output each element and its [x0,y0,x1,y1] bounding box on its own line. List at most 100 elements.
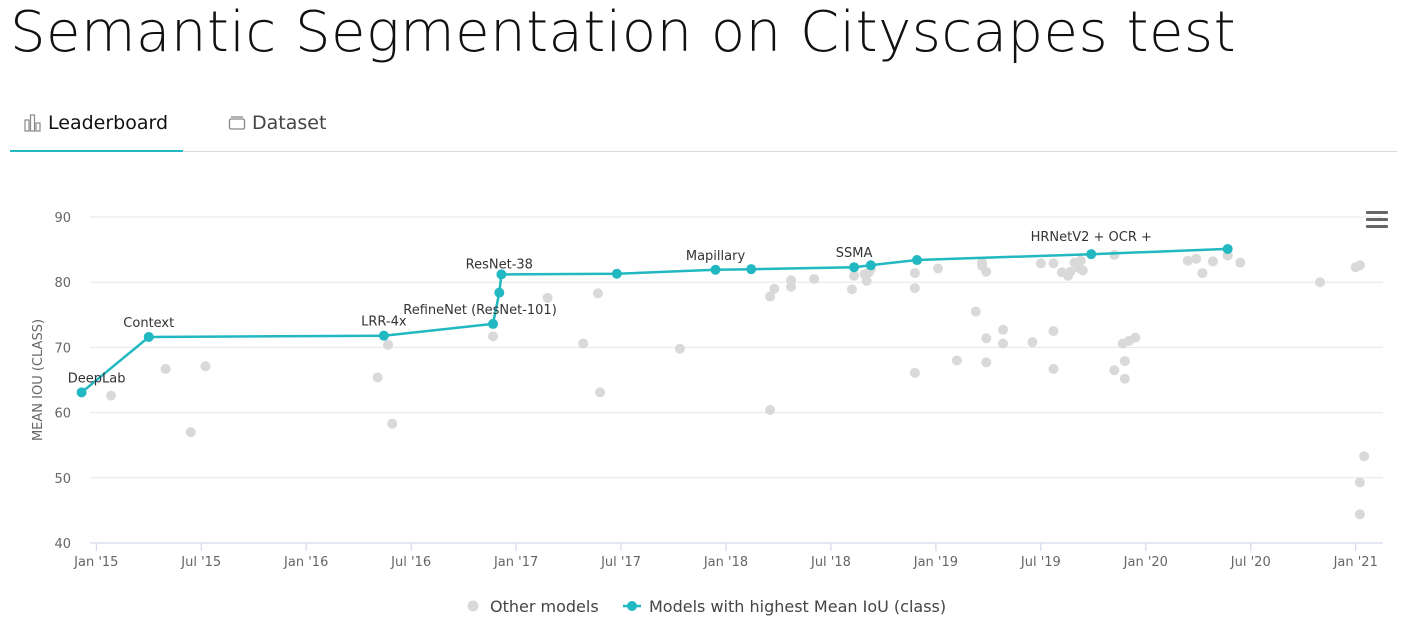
sota-model-point [849,262,860,273]
sota-model-point [912,255,923,266]
other-model-point [1119,356,1130,367]
legend-sota-label: Models with highest Mean IoU (class) [649,597,946,616]
other-model-point [1048,326,1059,337]
other-model-point [1027,337,1038,348]
other-model-point [849,270,860,281]
bar-chart-icon [24,114,41,132]
x-tick-label: Jul '16 [390,555,431,570]
other-model-point [1359,451,1370,462]
x-tick-label: Jul '19 [1020,555,1061,570]
x-tick-label: Jan '15 [73,555,118,570]
other-model-point [1130,332,1141,343]
other-model-point [1035,258,1046,269]
sota-point-label: HRNetV2 + OCR + [1031,230,1152,245]
legend-other-label: Other models [490,597,599,616]
sota-model-point [378,330,389,341]
other-model-point [1119,373,1130,384]
other-model-point [160,363,171,374]
other-model-point [769,283,780,294]
other-model-point [592,288,603,299]
other-model-point [1077,265,1088,276]
menu-bar-icon [1366,211,1388,214]
tab-bar: Leaderboard Dataset [10,95,1397,152]
x-tick-label: Jul '20 [1230,555,1271,570]
other-model-point [1109,365,1120,376]
sota-model-point [494,287,505,298]
legend-other-dot-icon [467,600,479,612]
sota-model-point [143,331,154,342]
other-model-point [909,283,920,294]
other-model-point [909,268,920,279]
sota-model-point [865,260,876,271]
y-tick-label: 50 [54,472,71,487]
x-tick-label: Jan '18 [703,555,748,570]
other-model-point [1354,477,1365,488]
y-tick-label: 60 [54,407,71,422]
x-tick-label: Jan '16 [283,555,328,570]
other-model-point [765,291,776,302]
tab-dataset-label: Dataset [252,112,327,134]
y-tick-label: 90 [54,211,71,226]
other-model-point [387,418,398,429]
sota-model-point [1222,243,1233,254]
x-tick-label: Jan '17 [493,555,538,570]
other-model-point [998,324,1009,335]
other-model-point [542,292,553,303]
tab-leaderboard[interactable]: Leaderboard [10,95,183,152]
other-model-point [970,306,981,317]
x-tick-label: Jul '18 [810,555,851,570]
other-model-point [861,275,872,286]
other-model-point [488,331,499,342]
other-model-point [998,338,1009,349]
sota-point-label: SSMA [836,246,873,261]
other-model-point [1197,268,1208,279]
sota-model-point [76,387,87,398]
x-tick-label: Jul '17 [600,555,641,570]
sota-model-point [496,269,507,280]
y-axis-label: MEAN IOU (CLASS) [31,319,46,441]
other-model-point [809,273,820,284]
sota-model-point [710,264,721,275]
other-model-point [595,387,606,398]
page-title: Semantic Segmentation on Cityscapes test [10,0,1237,65]
tab-dataset[interactable]: Dataset [228,95,326,151]
other-model-point [1315,277,1326,288]
sota-model-point [746,264,757,275]
sota-point-label: ResNet-38 [466,258,533,273]
sota-model-point [611,268,622,279]
y-tick-label: 40 [54,537,71,552]
leaderboard-chart: 40 50 60 70 80 90 Jan '15 Jul '15 Jan '16 Jul '16… [0,160,1413,630]
menu-bar-icon [1366,225,1388,228]
legend-sota-dot-icon [627,601,637,611]
dataset-icon [228,116,246,130]
other-model-point [1354,260,1365,271]
chart-menu-button[interactable] [1366,211,1388,231]
other-model-point [909,367,920,378]
sota-point-label: Context [123,316,174,331]
other-model-point [1235,257,1246,268]
other-model-point [1065,266,1076,277]
other-model-point [105,390,116,401]
x-tick-label: Jan '20 [1123,555,1168,570]
other-model-point [1048,258,1059,269]
chart-svg: 40 50 60 70 80 90 Jan '15 Jul '15 Jan '16 Jul '16… [31,211,1383,616]
other-model-point [1048,363,1059,374]
other-model-point [372,372,383,383]
sota-series-line [80,247,1228,394]
sota-model-point [488,318,499,329]
other-model-point [1191,253,1202,264]
other-model-point [765,404,776,415]
y-tick-label: 70 [54,341,71,356]
other-model-point [981,266,992,277]
y-tick-label: 80 [54,276,71,291]
other-model-point [383,339,394,350]
sota-point-label: DeepLab [68,371,126,386]
menu-bar-icon [1366,218,1388,221]
other-model-point [981,333,992,344]
other-model-point [578,338,589,349]
other-model-point [1207,256,1218,267]
sota-point-label: Mapillary [686,249,746,264]
other-model-point [674,343,685,354]
other-model-point [846,284,857,295]
other-model-point [1182,255,1193,266]
